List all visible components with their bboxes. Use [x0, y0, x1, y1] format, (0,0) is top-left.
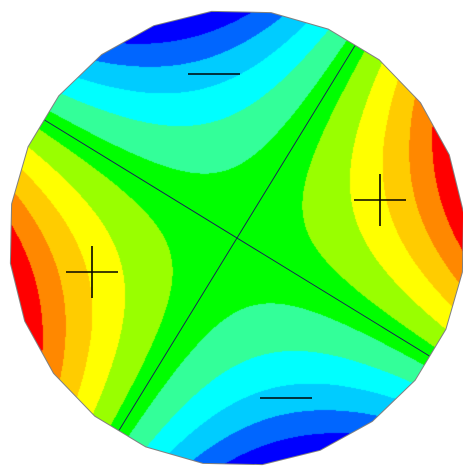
plus-sign-left — [66, 246, 118, 298]
nodal-lines — [22, 23, 452, 453]
nodal-line — [105, 23, 369, 453]
plus-sign-right — [354, 174, 406, 226]
disk-outline — [9, 10, 463, 466]
sign-markers — [66, 73, 406, 399]
